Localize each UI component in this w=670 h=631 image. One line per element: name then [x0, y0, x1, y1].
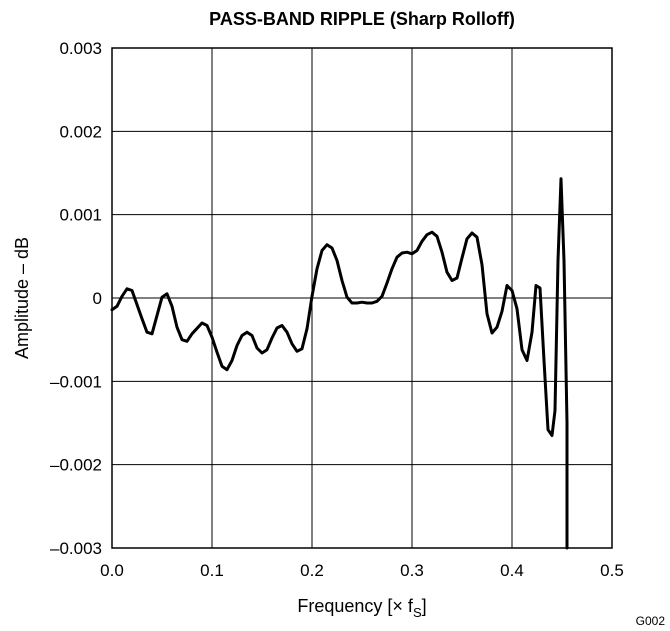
chart-title: PASS-BAND RIPPLE (Sharp Rolloff): [209, 9, 515, 29]
grid: [112, 48, 612, 548]
x-tick-label: 0.0: [100, 561, 124, 580]
x-tick-labels: 0.0 0.1 0.2 0.3 0.4 0.5: [100, 561, 624, 580]
y-tick-label: –0.001: [50, 372, 102, 391]
x-tick-label: 0.3: [400, 561, 424, 580]
y-tick-label: 0: [93, 289, 102, 308]
y-tick-label: 0.003: [59, 39, 102, 58]
figure-id: G002: [636, 614, 666, 628]
series-line: [110, 177, 569, 550]
y-tick-labels: –0.003 –0.002 –0.001 0 0.001 0.002 0.003: [50, 39, 102, 558]
y-tick-label: –0.003: [50, 539, 102, 558]
x-tick-label: 0.5: [600, 561, 624, 580]
x-axis-label: Frequency [× fS]: [297, 596, 426, 620]
y-tick-label: 0.002: [59, 122, 102, 141]
y-tick-label: 0.001: [59, 206, 102, 225]
x-tick-label: 0.2: [300, 561, 324, 580]
x-tick-label: 0.4: [500, 561, 524, 580]
y-axis-label: Amplitude – dB: [12, 237, 32, 359]
y-tick-label: –0.002: [50, 456, 102, 475]
x-tick-label: 0.1: [200, 561, 224, 580]
